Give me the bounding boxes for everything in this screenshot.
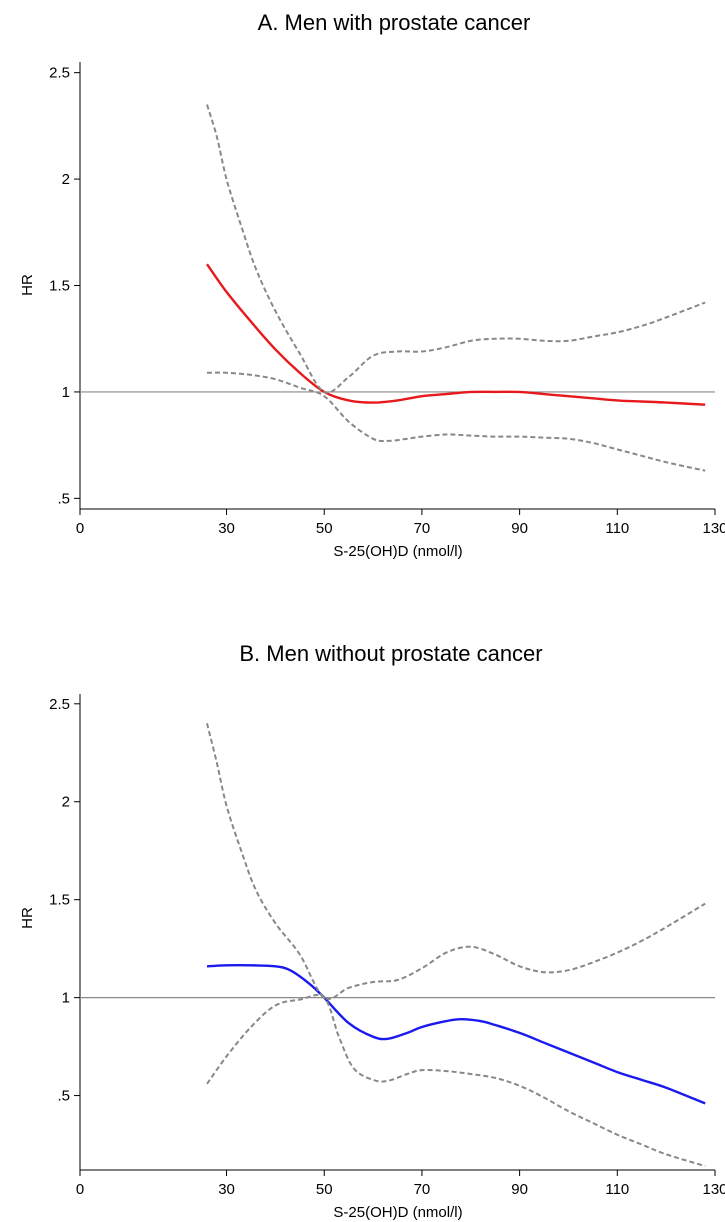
x-axis-label: S-25(OH)D (nmol/l) bbox=[333, 1204, 462, 1221]
axes bbox=[74, 62, 716, 515]
x-tick-label: 30 bbox=[218, 1181, 235, 1198]
y-axis-label: HR bbox=[19, 907, 36, 929]
axes bbox=[74, 694, 716, 1176]
x-tick-label: 70 bbox=[414, 520, 431, 537]
tick-labels: 0 30 50 70 90 110 130 .5 1 1.5 2 2.5 bbox=[49, 65, 725, 537]
y-tick-label: 1 bbox=[62, 990, 70, 1007]
upper-ci-line bbox=[206, 104, 706, 394]
y-tick-label: 2.5 bbox=[49, 65, 70, 82]
series-group bbox=[206, 723, 706, 1168]
x-tick-label: 90 bbox=[511, 1181, 528, 1198]
chart-panel-b: B. Men without prostate cancer 0 30 50 70 90… bbox=[19, 641, 725, 1221]
x-tick-label: 110 bbox=[605, 1181, 629, 1198]
y-tick-label: 2 bbox=[62, 794, 70, 811]
lower-ci-line bbox=[206, 994, 706, 1168]
x-tick-label: 0 bbox=[76, 1181, 84, 1198]
tick-labels: 0 30 50 70 90 110 130 .5 1 1.5 2 2.5 bbox=[49, 696, 725, 1198]
y-tick-label: 1.5 bbox=[49, 892, 70, 909]
series-group bbox=[206, 104, 706, 472]
x-axis-label: S-25(OH)D (nmol/l) bbox=[333, 543, 462, 560]
y-tick-label: 2 bbox=[62, 171, 70, 188]
x-tick-label: 110 bbox=[605, 520, 629, 537]
y-tick-label: .5 bbox=[57, 490, 70, 507]
y-tick-label: 1 bbox=[62, 384, 70, 401]
upper-ci-line bbox=[206, 723, 706, 1000]
chart-title: A. Men with prostate cancer bbox=[258, 10, 531, 35]
hr-estimate-line bbox=[206, 963, 706, 1105]
y-tick-label: .5 bbox=[57, 1088, 70, 1105]
x-tick-label: 130 bbox=[702, 520, 725, 537]
x-tick-label: 30 bbox=[218, 520, 235, 537]
x-tick-label: 50 bbox=[316, 1181, 333, 1198]
y-axis-label: HR bbox=[19, 274, 36, 296]
x-tick-label: 50 bbox=[316, 520, 333, 537]
x-tick-label: 70 bbox=[414, 1181, 431, 1198]
hr-estimate-line bbox=[206, 263, 706, 406]
chart-title: B. Men without prostate cancer bbox=[239, 641, 542, 666]
y-tick-label: 2.5 bbox=[49, 696, 70, 713]
y-tick-label: 1.5 bbox=[49, 278, 70, 295]
chart-panel-a: A. Men with prostate cancer 0 30 50 70 90 110… bbox=[19, 10, 725, 560]
x-tick-label: 0 bbox=[76, 520, 84, 537]
x-tick-label: 130 bbox=[702, 1181, 725, 1198]
x-tick-label: 90 bbox=[511, 520, 528, 537]
lower-ci-line bbox=[206, 371, 706, 472]
